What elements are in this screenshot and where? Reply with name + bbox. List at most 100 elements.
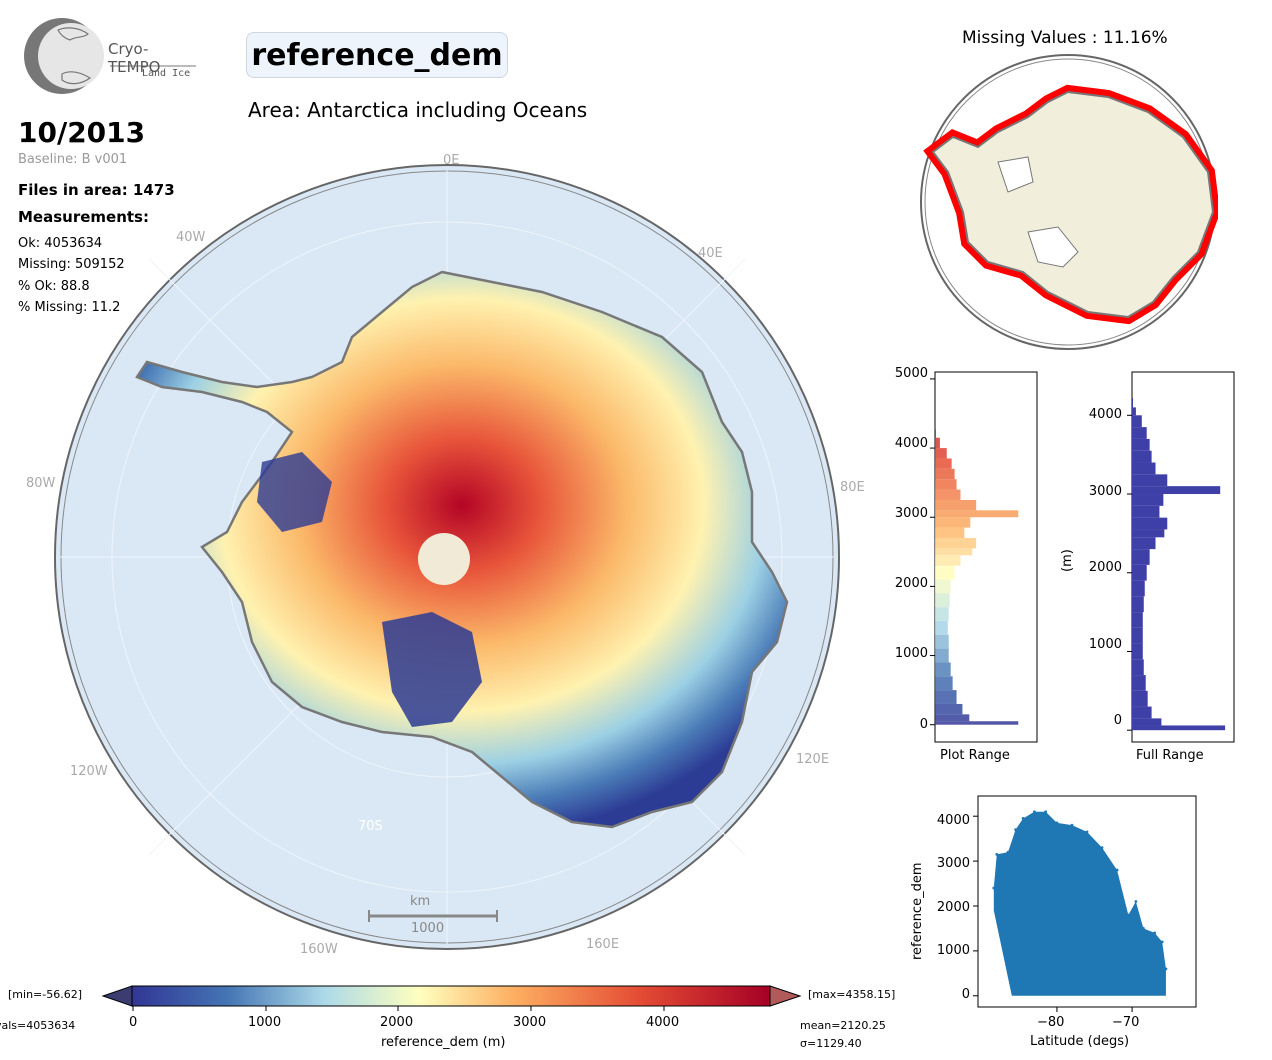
scatter-point xyxy=(1126,913,1130,917)
hist-bar xyxy=(935,548,973,556)
hist2-ytick: 3000 xyxy=(1088,484,1122,499)
lon-label-40e: 40E xyxy=(698,246,723,261)
scatter-ytick: 0 xyxy=(961,987,970,1002)
hist-bar xyxy=(1132,643,1143,660)
stat-ok: Ok: 4053634 xyxy=(18,236,103,251)
hist-bar xyxy=(1132,549,1150,565)
stat-pct-ok: % Ok: 88.8 xyxy=(18,279,90,294)
hist-bar xyxy=(1132,462,1156,475)
scatter-point xyxy=(1085,830,1089,834)
lat-label-70s: 70S xyxy=(358,819,383,834)
hist2-ytick: 4000 xyxy=(1088,407,1122,422)
hist-bar xyxy=(1132,427,1147,439)
scatter-ylabel: reference_dem xyxy=(910,862,925,961)
hist-bar xyxy=(935,721,1019,725)
colorbar-label: reference_dem (m) xyxy=(381,1035,506,1050)
hist-bar xyxy=(935,479,957,490)
lon-label-80w: 80W xyxy=(26,476,56,491)
hist-bar xyxy=(935,458,952,469)
scatter-ytick: 1000 xyxy=(936,943,970,958)
area-title: Area: Antarctica including Oceans xyxy=(248,98,588,122)
hist-bar xyxy=(935,429,936,438)
hist-bar xyxy=(935,499,977,511)
colorbar-tick: 1000 xyxy=(248,1015,282,1030)
scalebar-unit: km xyxy=(410,894,431,909)
lon-label-160e: 160E xyxy=(586,937,620,952)
scatter-ytick: 4000 xyxy=(936,813,970,828)
scatter-point xyxy=(1141,927,1145,930)
hist-bar xyxy=(1132,486,1221,495)
hist-bar xyxy=(1132,397,1133,408)
hist-bar xyxy=(935,565,955,580)
hist-bar xyxy=(935,676,953,691)
scatter-point xyxy=(1153,931,1157,935)
scatter-point xyxy=(1032,810,1036,814)
logo-subtitle: Land Ice xyxy=(142,68,191,79)
lon-label-120e: 120E xyxy=(796,752,830,767)
logo: Cryo-TEMPO Land Ice xyxy=(18,16,198,98)
hist-bar xyxy=(1132,537,1156,550)
scatter-point xyxy=(1044,810,1048,814)
hist1-ytick: 1000 xyxy=(894,646,928,661)
scatter-point xyxy=(1014,828,1017,832)
scatter-xlabel: Latitude (degs) xyxy=(1030,1034,1130,1049)
hist-plot-range: 5000 4000 3000 2000 1000 0 Plot Range xyxy=(880,362,1050,772)
logo-name: Cryo-TEMPO xyxy=(108,40,161,76)
scatter-point xyxy=(1164,967,1168,971)
hist-bar xyxy=(935,437,940,449)
hist-bar xyxy=(935,537,977,549)
scatter-lat-vs-dem: 4000 3000 2000 1000 0 −80 −70 Latitude (… xyxy=(900,790,1220,1052)
hist-bar xyxy=(1132,718,1162,726)
scatter-point xyxy=(1134,900,1138,903)
missing-values-map xyxy=(918,52,1221,352)
colorbar-tick: 4000 xyxy=(646,1015,680,1030)
hist1-ytick: 2000 xyxy=(894,576,928,591)
colorbar-tick: 3000 xyxy=(513,1015,547,1030)
hist-bar xyxy=(935,468,955,480)
colorbar-nvals: nvals=4053634 xyxy=(0,1019,76,1032)
lon-label-120w: 120W xyxy=(70,764,108,779)
hist-bar xyxy=(935,555,961,566)
hist-bar xyxy=(1132,675,1146,691)
hist2-ytick: 0 xyxy=(1113,713,1122,728)
scatter-point-cloud xyxy=(993,811,1166,996)
baseline-text: Baseline: B v001 xyxy=(18,152,128,167)
hist1-ytick: 0 xyxy=(919,717,928,732)
hist-bar xyxy=(1132,407,1136,416)
missing-values-title: Missing Values : 11.16% xyxy=(962,28,1168,48)
hist-bar xyxy=(935,527,965,538)
hist-bar xyxy=(935,714,970,722)
hist-bar xyxy=(1132,659,1144,676)
hist-bar xyxy=(1132,564,1147,581)
stat-pct-missing: % Missing: 11.2 xyxy=(18,300,121,315)
period-date: 10/2013 xyxy=(18,116,146,149)
scatter-ytick: 2000 xyxy=(936,900,970,915)
scatter-point xyxy=(992,886,996,890)
parameter-title: reference_dem xyxy=(246,32,508,78)
hist-bar xyxy=(1132,505,1160,518)
hist-bar xyxy=(1132,474,1168,487)
lon-label-80e: 80E xyxy=(840,480,865,495)
colorbar-max: [max=4358.15] xyxy=(808,988,896,1001)
lon-label-160w: 160W xyxy=(300,942,338,957)
lon-label-40w: 40W xyxy=(176,230,206,245)
hist-bar xyxy=(935,517,971,528)
main-map: 0E 40W 40E 80W 80E 120W 120E 160W 160E 7… xyxy=(26,153,865,957)
stat-missing: Missing: 509152 xyxy=(18,257,125,272)
scatter-point xyxy=(1115,868,1119,872)
hist1-xlabel: Plot Range xyxy=(940,748,1010,763)
hist2-ytick: 2000 xyxy=(1088,560,1122,575)
hist-bar xyxy=(935,690,957,704)
scatter-point xyxy=(1070,823,1074,827)
hist-bar xyxy=(1132,596,1144,613)
scatter-xtick: −70 xyxy=(1112,1015,1140,1030)
hist-full-range: 4000 3000 2000 1000 0 (m) Full Range xyxy=(1060,362,1260,772)
hist2-xlabel: Full Range xyxy=(1136,748,1204,763)
scatter-point xyxy=(1055,821,1059,825)
hist-bar xyxy=(935,607,949,621)
hist-bar xyxy=(1132,438,1150,451)
hist-bar xyxy=(1132,627,1143,644)
hist-bar xyxy=(1132,690,1148,707)
hist-bar xyxy=(935,634,949,649)
colorbar: [min=-56.62] [max=4358.15] nvals=4053634… xyxy=(0,978,920,1060)
